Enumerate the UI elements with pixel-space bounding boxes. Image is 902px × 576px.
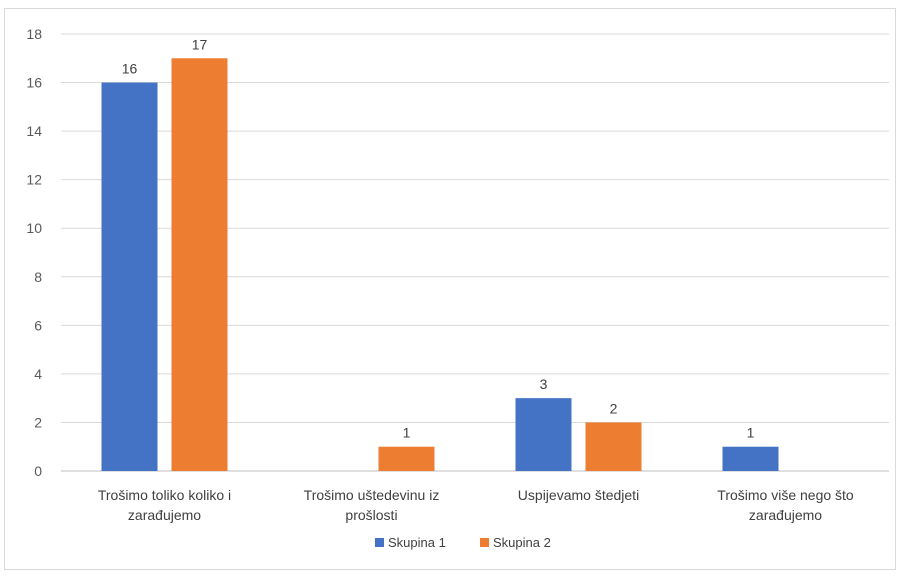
bar bbox=[585, 422, 642, 471]
y-tick-label: 8 bbox=[34, 269, 42, 285]
legend-swatch bbox=[480, 538, 489, 547]
y-tick-label: 6 bbox=[34, 317, 42, 333]
bar-chart: 0 2 4 6 8 10 12 14 16 18 16 17 1 3 2 1 Trošimo toliko … bbox=[26, 26, 889, 550]
x-category-label: zarađujemo bbox=[749, 507, 822, 523]
y-tick-label: 14 bbox=[26, 123, 42, 139]
chart-frame: 0 2 4 6 8 10 12 14 16 18 16 17 1 3 2 1 Trošimo toliko … bbox=[4, 8, 896, 570]
x-axis-categories: Trošimo toliko koliko i zarađujemo Trošimo… bbox=[98, 487, 854, 523]
bar bbox=[722, 446, 779, 471]
data-label: 2 bbox=[610, 400, 618, 416]
y-tick-label: 16 bbox=[26, 75, 42, 91]
x-category-label: prošlosti bbox=[345, 507, 397, 523]
bar bbox=[378, 446, 435, 471]
y-tick-label: 12 bbox=[26, 172, 42, 188]
bars bbox=[101, 58, 779, 472]
bar bbox=[171, 58, 228, 472]
bar bbox=[515, 398, 572, 471]
data-label: 1 bbox=[747, 425, 755, 441]
x-category-label: zarađujemo bbox=[128, 507, 201, 523]
bar bbox=[101, 82, 158, 472]
y-tick-label: 18 bbox=[26, 26, 42, 42]
y-tick-label: 2 bbox=[34, 414, 42, 430]
x-category-label: Uspijevamo štedjeti bbox=[518, 487, 639, 503]
legend: Skupina 1 Skupina 2 bbox=[375, 535, 551, 550]
legend-label: Skupina 1 bbox=[388, 535, 446, 550]
legend-swatch bbox=[375, 538, 384, 547]
x-category-label: Trošimo uštedevinu iz bbox=[304, 487, 440, 503]
data-label: 3 bbox=[540, 376, 548, 392]
y-axis-ticks: 0 2 4 6 8 10 12 14 16 18 bbox=[26, 26, 42, 479]
y-tick-label: 0 bbox=[34, 463, 42, 479]
x-category-label: Trošimo toliko koliko i bbox=[98, 487, 231, 503]
data-labels: 16 17 1 3 2 1 bbox=[122, 36, 755, 440]
data-label: 1 bbox=[403, 425, 411, 441]
y-tick-label: 10 bbox=[26, 220, 42, 236]
data-label: 16 bbox=[122, 61, 138, 77]
x-category-label: Trošimo više nego što bbox=[717, 487, 854, 503]
y-tick-label: 4 bbox=[34, 366, 42, 382]
legend-label: Skupina 2 bbox=[493, 535, 551, 550]
data-label: 17 bbox=[192, 36, 208, 52]
